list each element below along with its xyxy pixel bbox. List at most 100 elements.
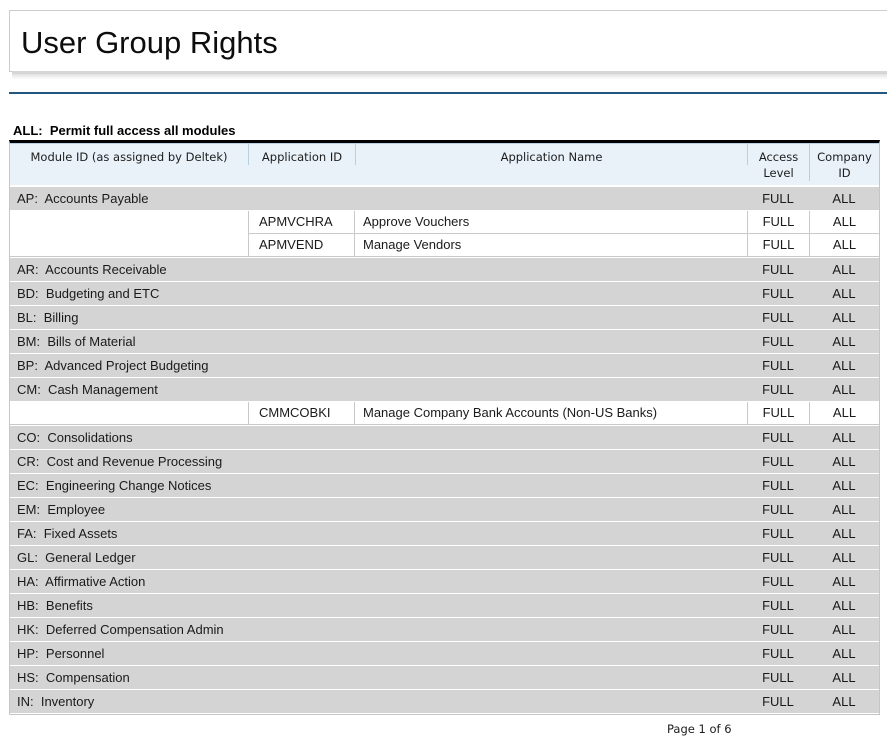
module-label: HP: Personnel — [17, 646, 105, 661]
module-label: BL: Billing — [17, 310, 79, 325]
module-label: BP: Advanced Project Budgeting — [17, 358, 209, 373]
company-id-value: ALL — [832, 454, 856, 469]
rights-table: Module ID (as assigned by Deltek) Applic… — [9, 140, 880, 715]
application-id-value: APMVCHRA — [249, 211, 355, 233]
group-description: ALL: Permit full access all modules — [13, 123, 236, 138]
module-label: EM: Employee — [17, 502, 106, 517]
table-body: AP: Accounts Payable FULL ALL APMVCHRA A… — [10, 187, 879, 713]
module-row: HA: Affirmative Action FULL ALL — [10, 570, 879, 593]
module-label: AP: Accounts Payable — [17, 191, 149, 206]
company-id-value: ALL — [832, 598, 856, 613]
company-id-value: ALL — [832, 310, 856, 325]
page-title: User Group Rights — [21, 25, 278, 60]
page-number: Page 1 of 6 — [667, 722, 732, 736]
module-label: HB: Benefits — [17, 598, 93, 613]
application-id-value: CMMCOBKI — [249, 402, 355, 424]
company-id-value: ALL — [832, 646, 856, 661]
access-level-value: FULL — [762, 502, 794, 517]
module-id-spacer-cell — [10, 402, 249, 424]
module-row: HP: Personnel FULL ALL — [10, 642, 879, 665]
module-label: BD: Budgeting and ETC — [17, 286, 160, 301]
access-level-value: FULL — [748, 211, 810, 233]
access-level-value: FULL — [748, 234, 810, 256]
application-rows: APMVCHRA Approve Vouchers FULL ALL APMVE… — [10, 211, 879, 257]
company-id-value: ALL — [832, 574, 856, 589]
module-label: FA: Fixed Assets — [17, 526, 118, 541]
module-label: CR: Cost and Revenue Processing — [17, 454, 223, 469]
module-row: HS: Compensation FULL ALL — [10, 666, 879, 689]
company-id-value: ALL — [832, 191, 856, 206]
company-id-value: ALL — [832, 237, 857, 252]
module-label: BM: Bills of Material — [17, 334, 136, 349]
module-row: BP: Advanced Project Budgeting FULL ALL — [10, 354, 879, 377]
company-id-value: ALL — [832, 622, 856, 637]
module-row: EC: Engineering Change Notices FULL ALL — [10, 474, 879, 497]
module-row: IN: Inventory FULL ALL — [10, 690, 879, 713]
module-row: HK: Deferred Compensation Admin FULL ALL — [10, 618, 879, 641]
module-label: EC: Engineering Change Notices — [17, 478, 212, 493]
access-level-value: FULL — [762, 526, 794, 541]
table-header-row: Module ID (as assigned by Deltek) Applic… — [10, 143, 879, 185]
module-label: CM: Cash Management — [17, 382, 158, 397]
application-row: APMVCHRA Approve Vouchers FULL ALL — [249, 211, 879, 233]
module-row: GL: General Ledger FULL ALL — [10, 546, 879, 569]
title-banner-shadow — [12, 71, 887, 79]
company-id-value: ALL — [832, 262, 856, 277]
company-id-value: ALL — [832, 502, 856, 517]
column-header-access-level: Access Level — [748, 144, 810, 181]
application-name-value: Manage Company Bank Accounts (Non-US Ban… — [355, 402, 748, 424]
access-level-value: FULL — [762, 574, 794, 589]
application-id-value: APMVEND — [249, 234, 355, 256]
accent-divider — [9, 92, 887, 94]
access-level-value: FULL — [762, 670, 794, 685]
access-level-value: FULL — [762, 262, 794, 277]
access-level-value: FULL — [762, 478, 794, 493]
company-id-value: ALL — [832, 550, 856, 565]
module-row: BM: Bills of Material FULL ALL — [10, 330, 879, 353]
company-id-value: ALL — [832, 478, 856, 493]
company-id-value: ALL — [832, 430, 856, 445]
module-row: CM: Cash Management FULL ALL — [10, 378, 879, 401]
application-list: APMVCHRA Approve Vouchers FULL ALL APMVE… — [249, 211, 879, 256]
column-header-application-name: Application Name — [356, 144, 748, 165]
application-rows: CMMCOBKI Manage Company Bank Accounts (N… — [10, 402, 879, 425]
application-name-value: Approve Vouchers — [355, 211, 748, 233]
company-id-value: ALL — [832, 334, 856, 349]
module-row: AP: Accounts Payable FULL ALL — [10, 187, 879, 210]
application-row: CMMCOBKI Manage Company Bank Accounts (N… — [249, 402, 879, 424]
module-row: FA: Fixed Assets FULL ALL — [10, 522, 879, 545]
company-id-value: ALL — [832, 694, 856, 709]
module-id-spacer-cell — [10, 211, 249, 256]
module-row: HB: Benefits FULL ALL — [10, 594, 879, 617]
access-level-value: FULL — [762, 286, 794, 301]
company-id-value: ALL — [832, 214, 857, 229]
module-label: HS: Compensation — [17, 670, 130, 685]
access-level-value: FULL — [762, 622, 794, 637]
access-level-value: FULL — [762, 334, 794, 349]
module-row: EM: Employee FULL ALL — [10, 498, 879, 521]
company-id-value: ALL — [832, 526, 856, 541]
module-label: HK: Deferred Compensation Admin — [17, 622, 224, 637]
application-name-value: Manage Vendors — [355, 234, 748, 256]
company-id-value: ALL — [832, 382, 856, 397]
access-level-value: FULL — [762, 358, 794, 373]
access-level-value: FULL — [762, 454, 794, 469]
access-level-value: FULL — [748, 402, 810, 424]
module-label: IN: Inventory — [17, 694, 95, 709]
report-title-banner: User Group Rights — [9, 10, 887, 72]
access-level-value: FULL — [762, 310, 794, 325]
module-row: CR: Cost and Revenue Processing FULL ALL — [10, 450, 879, 473]
module-label: GL: General Ledger — [17, 550, 136, 565]
company-id-value: ALL — [832, 358, 856, 373]
application-row: APMVEND Manage Vendors FULL ALL — [249, 233, 879, 256]
column-header-company-id: Company ID — [817, 150, 872, 180]
module-row: AR: Accounts Receivable FULL ALL — [10, 258, 879, 281]
module-label: CO: Consolidations — [17, 430, 133, 445]
module-row: BD: Budgeting and ETC FULL ALL — [10, 282, 879, 305]
access-level-value: FULL — [762, 550, 794, 565]
company-id-value: ALL — [832, 286, 856, 301]
company-id-value: ALL — [832, 670, 856, 685]
module-row: CO: Consolidations FULL ALL — [10, 426, 879, 449]
module-label: AR: Accounts Receivable — [17, 262, 167, 277]
column-header-application-id: Application ID — [249, 144, 356, 165]
